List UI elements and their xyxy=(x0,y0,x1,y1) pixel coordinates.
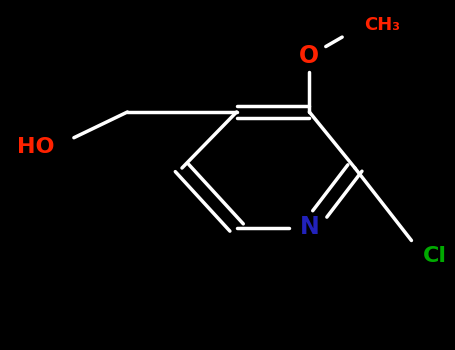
Text: O: O xyxy=(299,44,319,68)
Text: Cl: Cl xyxy=(423,245,447,266)
Text: N: N xyxy=(299,216,319,239)
Text: HO: HO xyxy=(17,137,55,157)
Text: CH₃: CH₃ xyxy=(364,15,400,34)
